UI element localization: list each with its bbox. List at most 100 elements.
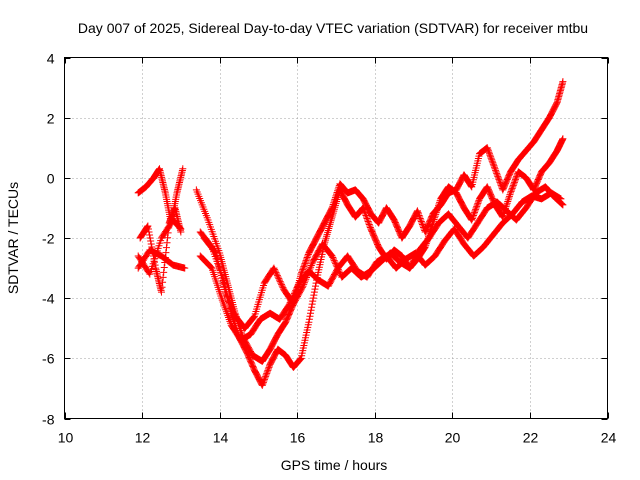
data-point (364, 216, 372, 224)
data-point (431, 214, 439, 222)
data-point (143, 224, 151, 232)
x-tick-label: 16 (290, 430, 306, 446)
data-point (230, 309, 238, 317)
grid (64, 57, 608, 419)
data-point (468, 216, 476, 224)
data-point (473, 202, 481, 210)
data-point (506, 191, 514, 199)
data-point (324, 228, 332, 236)
data-point (289, 293, 297, 301)
series-track-g (200, 183, 567, 332)
data-point (250, 313, 258, 321)
data-point (487, 153, 495, 161)
data-point (330, 257, 338, 265)
data-point (510, 180, 518, 188)
data-point (430, 216, 438, 224)
data-point (509, 181, 517, 189)
data-point (308, 303, 316, 311)
data-point (298, 267, 306, 275)
data-point (504, 197, 512, 205)
data-point (258, 381, 266, 389)
data-point (228, 305, 236, 313)
data-point (146, 231, 154, 239)
data-point (485, 150, 493, 158)
data-point (311, 282, 319, 290)
data-point (229, 307, 237, 315)
data-point (159, 278, 167, 286)
data-point (297, 355, 305, 363)
data-point (163, 239, 171, 247)
data-point (329, 254, 337, 262)
data-point (309, 294, 317, 302)
data-point (264, 366, 272, 374)
data-point (434, 203, 442, 211)
data-point (291, 288, 299, 296)
data-point (389, 214, 397, 222)
data-point (360, 205, 368, 213)
data-point (206, 262, 214, 270)
data-point (432, 209, 440, 217)
data-point (322, 234, 330, 242)
data-point (557, 195, 565, 203)
data-point (304, 252, 312, 260)
data-point (435, 200, 443, 208)
data-point (328, 252, 336, 260)
x-tick-label: 20 (445, 430, 461, 446)
data-point (490, 162, 498, 170)
data-point (222, 290, 230, 298)
data-point (512, 174, 520, 182)
data-point (159, 273, 167, 281)
axis-ticks (64, 57, 609, 420)
data-point (417, 217, 425, 225)
data-point (365, 219, 373, 227)
data-point (302, 257, 310, 265)
data-point (326, 219, 334, 227)
data-point (492, 166, 500, 174)
data-point (507, 189, 515, 197)
data-point (331, 258, 339, 266)
data-point (507, 187, 515, 195)
data-point (311, 285, 319, 293)
data-point (157, 288, 165, 296)
data-point (558, 200, 566, 208)
data-point (433, 205, 441, 213)
data-point (487, 154, 495, 162)
data-point (224, 295, 232, 303)
chart-title: Day 007 of 2025, Sidereal Day-to-day VTE… (78, 20, 588, 36)
data-point (262, 371, 270, 379)
data-point (508, 184, 516, 192)
data-point (305, 318, 313, 326)
data-point (299, 264, 307, 272)
data-point (361, 208, 369, 216)
data-point (227, 302, 235, 310)
data-point (162, 244, 170, 252)
data-point (207, 263, 215, 271)
data-point (416, 213, 424, 221)
data-point (211, 248, 219, 256)
data-point (505, 194, 513, 202)
data-point (249, 314, 257, 322)
data-point (471, 207, 479, 215)
data-point (485, 148, 493, 156)
data-point (225, 297, 233, 305)
data-point (509, 183, 517, 191)
data-point (494, 174, 502, 182)
y-tick-label: -4 (42, 291, 55, 307)
data-point (503, 199, 511, 207)
data-point (271, 267, 279, 275)
data-point (276, 278, 284, 286)
data-point (469, 213, 477, 221)
data-point (263, 369, 271, 377)
data-point (435, 202, 443, 210)
data-point (292, 287, 300, 295)
data-point (431, 212, 439, 220)
data-point (488, 157, 496, 165)
data-point (307, 306, 315, 314)
data-marks (134, 78, 567, 389)
data-point (179, 165, 187, 173)
data-point (285, 300, 293, 308)
series-track-c (134, 246, 189, 272)
data-point (415, 210, 423, 218)
data-point (433, 207, 441, 215)
